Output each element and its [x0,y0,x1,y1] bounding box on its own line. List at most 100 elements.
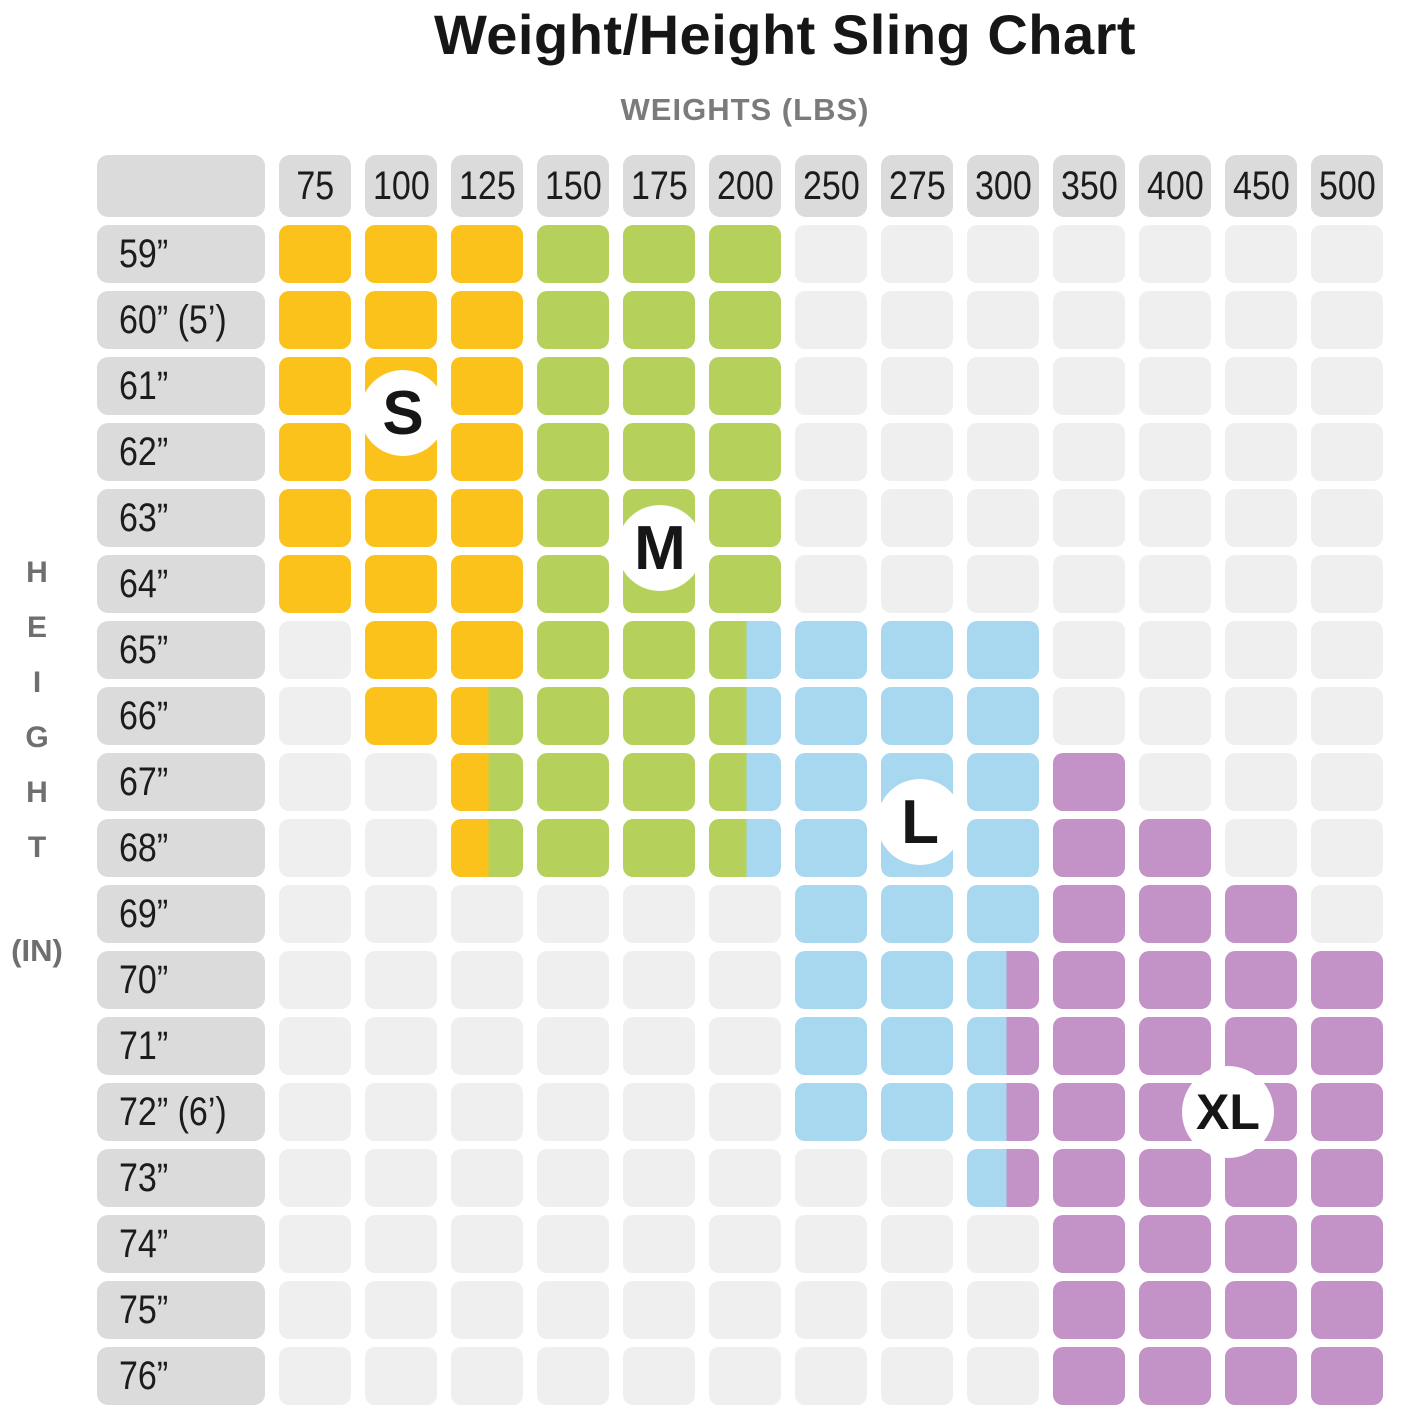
grid-cell [623,1347,695,1405]
size-label-text: M [634,513,686,583]
grid-cell [1225,1215,1297,1273]
grid-cell [537,423,609,481]
chart-title: Weight/Height Sling Chart [433,3,1137,66]
height-row-label-text: 61” [119,363,169,408]
height-row-label-text: 72” (6’) [119,1089,227,1134]
grid-cell [967,819,1039,877]
height-row-label: 63” [97,489,265,547]
grid-cell [967,687,1039,745]
height-row-label: 70” [97,951,265,1009]
grid-cell [1225,951,1297,1009]
grid-cell [1311,1281,1383,1339]
height-row-label-text: 65” [119,627,169,672]
grid-cell [795,1215,867,1273]
grid-cell [451,489,523,547]
height-row-label-text: 64” [119,561,169,606]
grid-cell [881,489,953,547]
grid-cell [451,621,523,679]
grid-cell [1225,555,1297,613]
y-axis-unit: (IN) [11,933,63,968]
weight-column-header: 400 [1139,155,1211,217]
grid-cell [623,291,695,349]
grid-cell [709,555,781,613]
grid-cell [623,819,695,877]
grid-cell [1311,291,1383,349]
grid-cell [1225,357,1297,415]
grid-cell [279,621,351,679]
grid-cell [795,423,867,481]
grid-cell [365,885,437,943]
height-row-label: 65” [97,621,265,679]
weight-column-header: 200 [709,155,781,217]
grid-cell [279,819,351,877]
grid-cell [623,1017,695,1075]
grid-cell [709,687,781,745]
grid-cell [881,1017,953,1075]
height-row-label-text: 73” [119,1155,169,1200]
grid-cell [537,555,609,613]
grid-cell [1139,555,1211,613]
grid-cell [451,885,523,943]
grid-cell [1139,291,1211,349]
grid-cell [537,225,609,283]
height-row-label-text: 60” (5’) [119,297,227,342]
grid-cell [881,1347,953,1405]
grid-cell [279,687,351,745]
weight-column-header: 350 [1053,155,1125,217]
grid-cell [537,885,609,943]
size-label-text: XL [1196,1084,1260,1140]
size-label-xl: XL [1182,1066,1274,1158]
grid-cell [1053,951,1125,1009]
grid-cell [623,1083,695,1141]
grid-cell [881,225,953,283]
grid-cell [1053,885,1125,943]
grid-cell [1311,1347,1383,1405]
grid-cell [1311,1083,1383,1141]
grid-cell [1225,291,1297,349]
grid-cell [881,885,953,943]
grid-cell [795,621,867,679]
size-label-text: L [901,787,939,857]
grid-cell [795,1281,867,1339]
grid-cell [709,951,781,1009]
weight-column-header-label: 275 [888,163,946,208]
grid-cell [451,753,523,811]
height-row-label-text: 63” [119,495,169,540]
grid-cell [1311,423,1383,481]
grid-cell [795,555,867,613]
grid-cell [709,885,781,943]
height-row-label-text: 70” [119,957,169,1002]
grid-cell [451,1083,523,1141]
grid-cell [365,1017,437,1075]
grid-cell [967,489,1039,547]
grid-cell [967,753,1039,811]
grid-cell [623,225,695,283]
height-row-label: 73” [97,1149,265,1207]
grid-cell [451,687,523,745]
grid-cell [1139,885,1211,943]
grid-cell [279,357,351,415]
height-row-label: 67” [97,753,265,811]
weight-column-header: 300 [967,155,1039,217]
grid-cell [795,687,867,745]
grid-cell [623,357,695,415]
grid-cell [709,1215,781,1273]
grid-cell [451,357,523,415]
grid-cell [365,225,437,283]
grid-cell [623,687,695,745]
grid-cell [1311,687,1383,745]
grid-cell [279,291,351,349]
grid-cell [1053,1083,1125,1141]
weight-column-header: 150 [537,155,609,217]
grid-cell [1225,1281,1297,1339]
grid-cell [537,687,609,745]
height-row-label: 69” [97,885,265,943]
weight-column-header-label: 200 [716,163,774,208]
grid-cell [709,423,781,481]
grid-cell [1311,951,1383,1009]
grid-cell [279,555,351,613]
grid-cell [1053,1347,1125,1405]
grid-cell [1225,225,1297,283]
